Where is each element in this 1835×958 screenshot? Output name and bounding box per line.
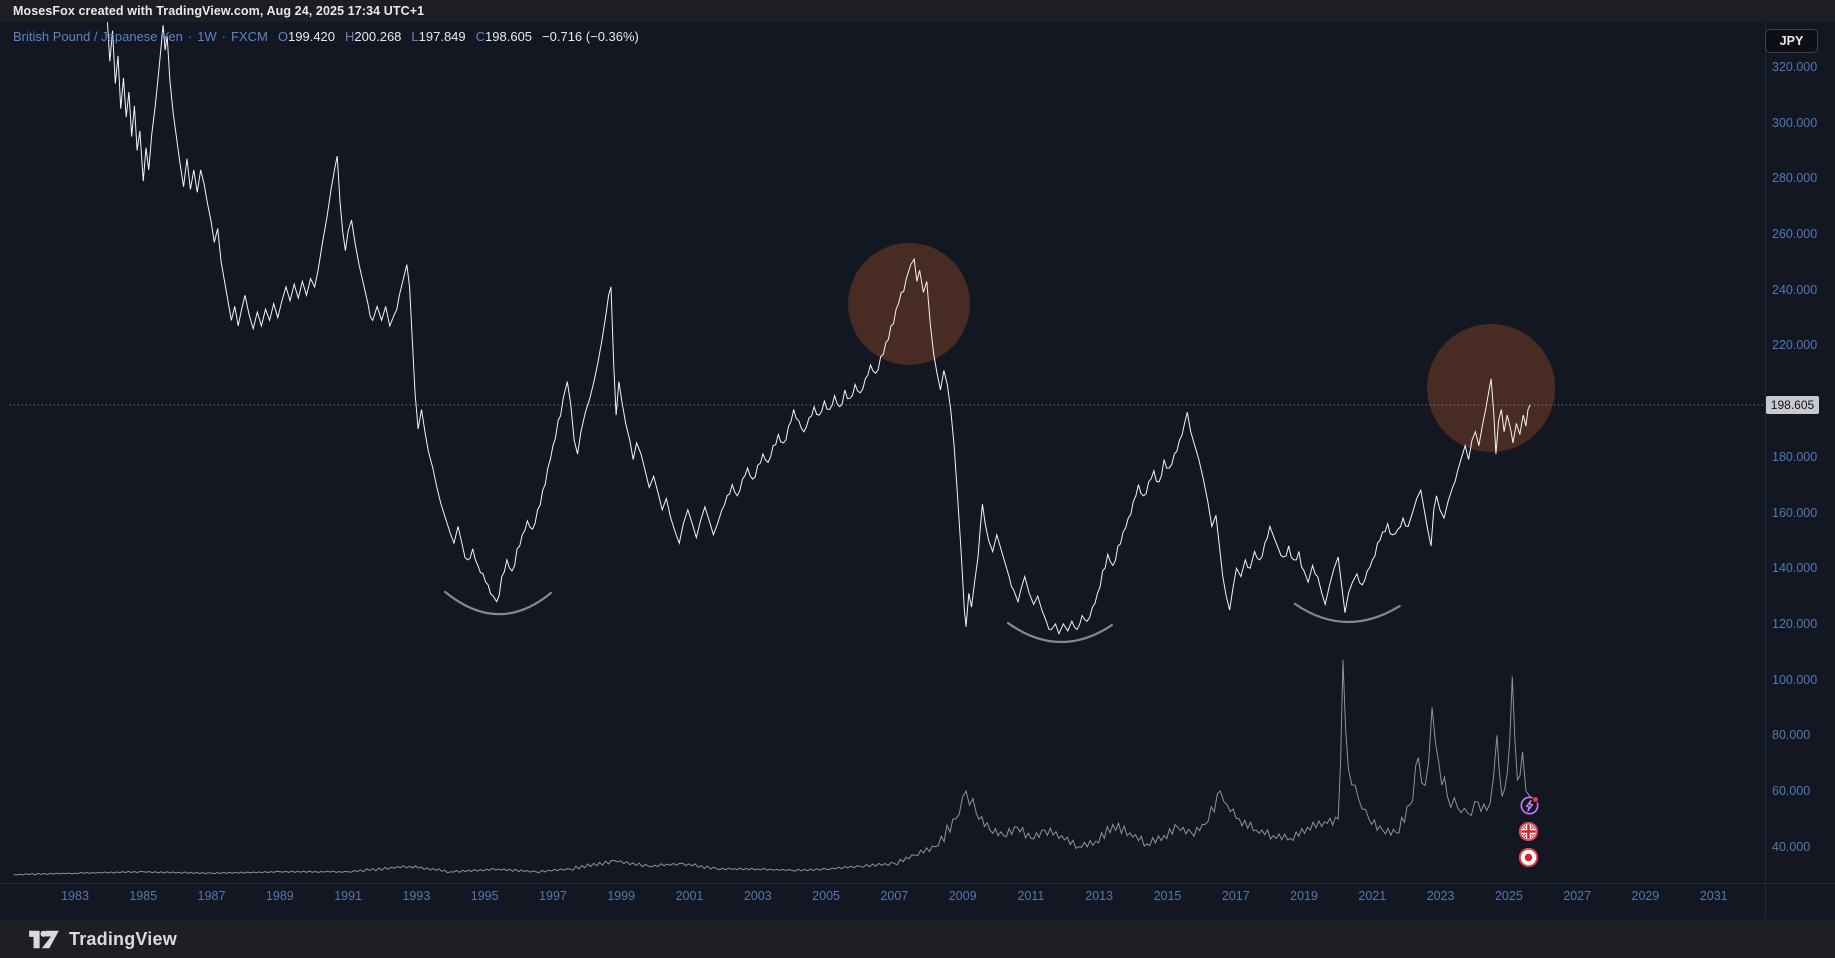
tradingview-logo-icon bbox=[29, 930, 59, 948]
uk-flag-event-icon[interactable] bbox=[1518, 821, 1539, 847]
x-axis-tick-label: 2001 bbox=[675, 889, 704, 903]
interval-label[interactable]: 1W bbox=[197, 29, 217, 44]
x-axis-tick-label: 1999 bbox=[607, 889, 636, 903]
x-axis-tick-label: 1993 bbox=[402, 889, 431, 903]
arc-annotation[interactable] bbox=[1293, 602, 1401, 624]
change-value: −0.716 (−0.36%) bbox=[542, 29, 639, 44]
y-axis-tick-label: 220.000 bbox=[1772, 338, 1818, 353]
highlight-circle-annotation[interactable] bbox=[848, 242, 971, 365]
chart-legend[interactable]: British Pound / Japanese Yen · 1W · FXCM O199… bbox=[13, 29, 639, 44]
last-price-label: 198.605 bbox=[1766, 396, 1819, 414]
price-series bbox=[106, 22, 1531, 636]
ohlc-letter: H bbox=[345, 29, 355, 44]
attribution-text: MosesFox created with TradingView.com, A… bbox=[13, 4, 425, 18]
currency-toggle-button[interactable]: JPY bbox=[1765, 29, 1818, 53]
y-axis-tick-label: 300.000 bbox=[1772, 115, 1818, 130]
y-axis-tick-label: 240.000 bbox=[1772, 282, 1818, 297]
x-axis-tick-label: 2011 bbox=[1017, 889, 1045, 903]
x-axis-tick-label: 2021 bbox=[1358, 889, 1387, 903]
y-axis-tick-label: 140.000 bbox=[1772, 561, 1818, 576]
legend-separator: · bbox=[221, 29, 227, 44]
x-axis-tick-label: 2029 bbox=[1631, 889, 1660, 903]
arc-annotation[interactable] bbox=[443, 590, 553, 616]
x-axis-tick-label: 2003 bbox=[743, 889, 772, 903]
japan-flag-event-icon[interactable] bbox=[1518, 847, 1539, 873]
x-axis-tick-label: 2031 bbox=[1699, 889, 1728, 903]
y-axis-tick-label: 60.000 bbox=[1772, 784, 1811, 798]
x-axis-tick-label: 1991 bbox=[334, 889, 363, 903]
symbol-title[interactable]: British Pound / Japanese Yen bbox=[13, 29, 183, 44]
x-axis-tick-label: 1995 bbox=[470, 889, 499, 903]
volatility-series bbox=[13, 660, 1531, 876]
x-axis-tick-label: 2013 bbox=[1085, 889, 1114, 903]
ohlc-value: 200.268 bbox=[354, 29, 402, 44]
x-axis-tick-label: 2007 bbox=[880, 889, 909, 903]
x-axis-tick-label: 2009 bbox=[948, 889, 977, 903]
x-axis-tick-label: 1983 bbox=[61, 889, 89, 903]
highlight-circle-annotation[interactable] bbox=[1427, 324, 1556, 453]
ohlc-letter: L bbox=[411, 29, 419, 44]
y-axis-tick-label: 320.000 bbox=[1772, 59, 1818, 74]
y-axis-tick-label: 100.000 bbox=[1772, 672, 1818, 687]
ohlc-value: 199.420 bbox=[288, 29, 336, 44]
x-axis-tick-label: 2005 bbox=[812, 889, 840, 903]
x-axis-tick-label: 2017 bbox=[1221, 889, 1250, 903]
lightning-event-icon[interactable] bbox=[1520, 796, 1539, 820]
x-axis-tick-label: 2025 bbox=[1494, 889, 1523, 903]
y-axis-tick-label: 180.000 bbox=[1772, 449, 1818, 464]
x-axis-tick-label: 1985 bbox=[129, 889, 158, 903]
y-axis-tick-label: 160.000 bbox=[1772, 505, 1818, 520]
y-axis-tick-label: 280.000 bbox=[1772, 171, 1818, 186]
ohlc-value: 197.849 bbox=[418, 29, 466, 44]
x-axis-tick-label: 2027 bbox=[1563, 889, 1592, 903]
y-axis-tick-label: 40.000 bbox=[1772, 839, 1811, 854]
x-axis-tick-label: 2023 bbox=[1426, 889, 1455, 903]
x-axis-tick-label: 1989 bbox=[265, 889, 294, 903]
x-axis-tick-label: 2019 bbox=[1290, 889, 1318, 903]
arc-annotation[interactable] bbox=[1006, 621, 1113, 644]
y-axis-tick-label: 260.000 bbox=[1772, 227, 1818, 241]
x-axis-tick-label: 1987 bbox=[197, 889, 226, 903]
brand-name: TradingView bbox=[69, 928, 177, 949]
attribution-bar: MosesFox created with TradingView.com, A… bbox=[0, 0, 1835, 22]
ohlc-letter: C bbox=[475, 29, 486, 44]
ohlc-values: O199.420 H200.268 L197.849 C198.605 bbox=[268, 29, 532, 44]
y-axis-tick-label: 80.000 bbox=[1772, 728, 1811, 743]
x-axis-tick-label: 2015 bbox=[1153, 889, 1182, 903]
exchange-label[interactable]: FXCM bbox=[231, 29, 268, 44]
legend-separator: · bbox=[187, 29, 193, 44]
y-axis-tick-label: 120.000 bbox=[1772, 616, 1818, 631]
ohlc-letter: O bbox=[277, 29, 289, 44]
footer-bar: TradingView bbox=[0, 920, 1835, 958]
ohlc-value: 198.605 bbox=[485, 29, 533, 44]
x-axis-tick-label: 1997 bbox=[539, 889, 567, 903]
